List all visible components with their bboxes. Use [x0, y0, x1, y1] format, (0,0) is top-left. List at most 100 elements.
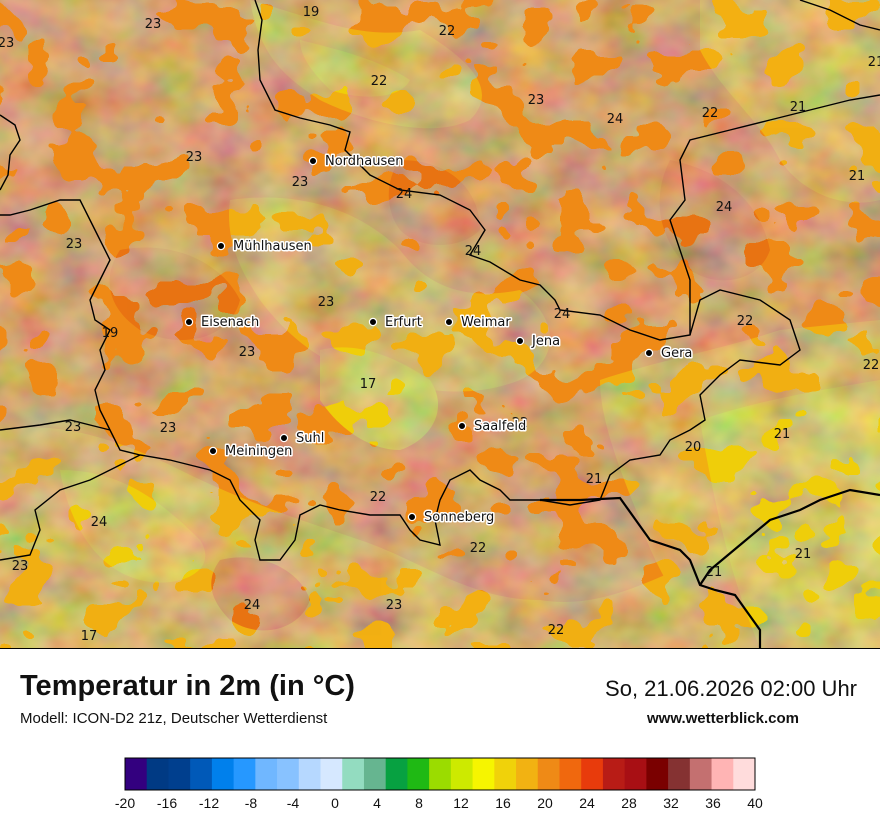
temperature-value-8: 21 [790, 100, 807, 115]
legend-box-4 [211, 758, 235, 790]
legend-tick-0: -20 [115, 795, 135, 811]
city-label-eisenach: Eisenach [201, 315, 259, 330]
temperature-value-5: 23 [528, 93, 545, 108]
legend-box-17 [494, 758, 517, 790]
legend-box-8 [298, 758, 321, 790]
legend-box-0 [125, 758, 148, 790]
city-label-gera: Gera [661, 346, 692, 361]
temperature-value-1: 23 [145, 17, 162, 32]
city-dot-weimar [444, 317, 454, 327]
temperature-value-25: 23 [160, 421, 177, 436]
legend-tick-9: 16 [495, 795, 511, 811]
temperature-value-17: 23 [318, 295, 335, 310]
temperature-value-6: 24 [607, 112, 624, 127]
city-dot-jena [515, 336, 525, 346]
temperature-value-12: 24 [396, 187, 413, 202]
city-meiningen: Meiningen [208, 443, 294, 461]
temperature-value-15: 23 [66, 237, 83, 252]
legend-box-18 [516, 758, 539, 790]
website-link[interactable]: www.wetterblick.com [647, 710, 799, 727]
legend-box-19 [537, 758, 560, 790]
city-dot-nordhausen [308, 156, 318, 166]
city-erfurt: Erfurt [368, 314, 423, 332]
legend-tick-6: 4 [373, 795, 381, 811]
temperature-value-27: 21 [774, 427, 791, 442]
legend-box-15 [450, 758, 473, 790]
legend-box-10 [342, 758, 365, 790]
legend-box-13 [407, 758, 430, 790]
temperature-values: 19 23 22 23 22 23 24 22 21 21 23 23 24 21 24 23 24 23 19 24… [0, 5, 880, 644]
legend-tick-8: 12 [453, 795, 469, 811]
legend-box-20 [559, 758, 582, 790]
national-border [540, 496, 762, 648]
temperature-value-14: 24 [716, 200, 733, 215]
temperature-value-21: 22 [863, 358, 880, 373]
legend-tick-10: 20 [537, 795, 553, 811]
national-border-east [699, 488, 880, 586]
city-jena: Jena [515, 333, 562, 351]
temperature-value-37: 23 [386, 598, 403, 613]
legend-tick-15: 40 [747, 795, 763, 811]
temperature-value-7: 22 [702, 106, 719, 121]
legend-box-25 [668, 758, 691, 790]
city-label-weimar: Weimar [461, 315, 511, 330]
state-border-nw [0, 114, 21, 191]
temperature-value-16: 24 [465, 244, 482, 259]
temperature-value-30: 22 [370, 490, 387, 505]
color-legend: -20 -16 -12 -8 -4 0 4 8 12 16 20 24 28 32 36 40 [115, 757, 763, 811]
legend-tick-labels: -20 -16 -12 -8 -4 0 4 8 12 16 20 24 28 32 36 40 [115, 795, 763, 811]
temperature-value-39: 17 [81, 629, 98, 644]
city-label-nordhausen: Nordhausen [325, 154, 404, 169]
legend-box-2 [168, 758, 191, 790]
city-nordhausen: Nordhausen [308, 153, 405, 171]
city-muehlhausen: Mühlhausen [216, 238, 313, 256]
legend-tick-5: 0 [331, 795, 339, 811]
temperature-value-31: 24 [91, 515, 108, 530]
city-dot-meiningen [208, 446, 218, 456]
city-dot-sonneberg [407, 512, 417, 522]
city-label-saalfeld: Saalfeld [474, 419, 526, 434]
city-label-erfurt: Erfurt [385, 315, 422, 330]
city-gera: Gera [644, 345, 694, 363]
map-title: Temperatur in 2m (in °C) [20, 670, 355, 702]
temperature-value-0: 19 [303, 5, 320, 20]
city-dot-saalfeld [457, 421, 467, 431]
legend-box-24 [646, 758, 669, 790]
city-dot-gera [644, 348, 654, 358]
state-border-west [0, 419, 111, 431]
temperature-value-9: 21 [868, 55, 880, 70]
state-border-east [799, 0, 880, 31]
temperature-value-36: 24 [244, 598, 261, 613]
legend-tick-4: -4 [287, 795, 300, 811]
temperature-value-33: 21 [795, 547, 812, 562]
legend-box-6 [255, 758, 278, 790]
city-dot-suhl [279, 433, 289, 443]
temperature-value-35: 21 [706, 565, 723, 580]
state-border [0, 0, 801, 561]
temperature-value-32: 22 [470, 541, 487, 556]
temperature-value-18: 19 [102, 326, 119, 341]
legend-box-3 [190, 758, 213, 790]
temperature-value-29: 21 [586, 472, 603, 487]
temperature-value-11: 23 [292, 175, 309, 190]
legend-box-9 [320, 758, 343, 790]
city-suhl: Suhl [279, 430, 326, 448]
legend-box-16 [472, 758, 495, 790]
legend-box-23 [624, 758, 647, 790]
state-border-east2 [669, 94, 880, 335]
city-dot-erfurt [368, 317, 378, 327]
city-dot-muehlhausen [216, 241, 226, 251]
temperature-value-19: 24 [554, 307, 571, 322]
temperature-value-4: 22 [371, 74, 388, 89]
city-label-meiningen: Meiningen [225, 444, 292, 459]
legend-box-7 [277, 758, 300, 790]
city-sonneberg: Sonneberg [407, 509, 496, 527]
legend-box-22 [602, 758, 626, 790]
model-info: Modell: ICON-D2 21z, Deutscher Wetterdie… [20, 710, 328, 727]
legend-tick-2: -12 [199, 795, 219, 811]
legend-tick-1: -16 [157, 795, 177, 811]
temperature-value-38: 22 [548, 623, 565, 638]
temperature-map: 19 23 22 23 22 23 24 22 21 21 23 23 24 21 24 23 24 23 19 24… [0, 0, 880, 649]
state-border-sw [0, 454, 141, 561]
city-label-sonneberg: Sonneberg [424, 510, 494, 525]
